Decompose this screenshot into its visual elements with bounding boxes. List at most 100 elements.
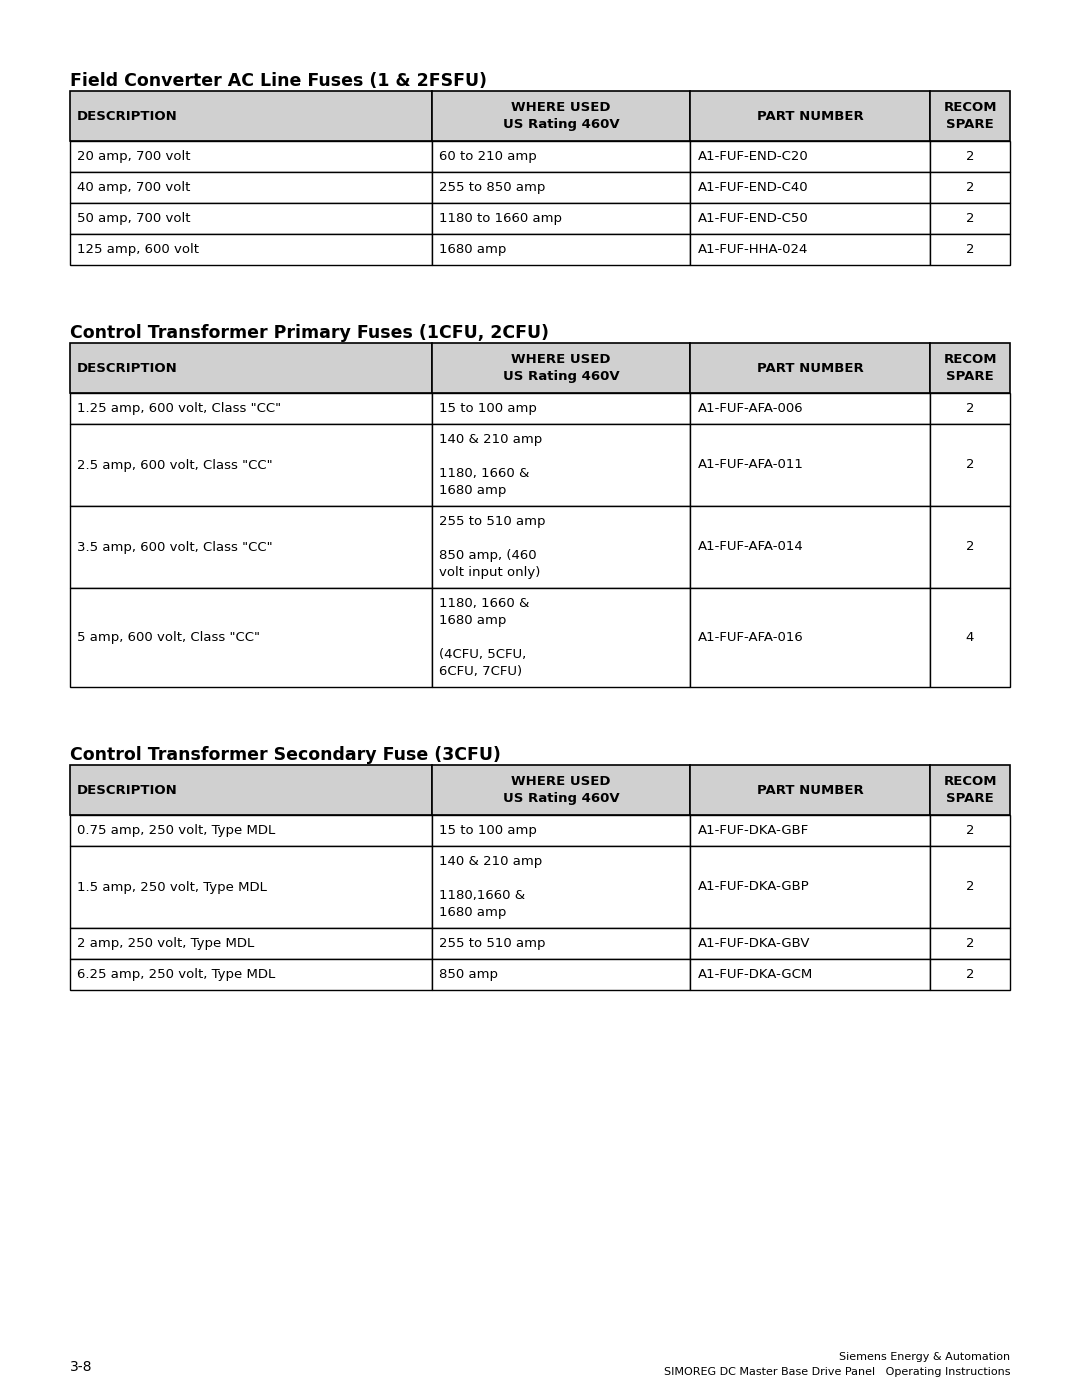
Bar [70, 814, 432, 847]
Text: 2: 2 [966, 149, 974, 163]
Text: PART NUMBER: PART NUMBER [757, 109, 864, 123]
Text: 3-8: 3-8 [70, 1361, 93, 1375]
Bar [690, 847, 930, 928]
Bar [930, 393, 1010, 425]
Bar [432, 235, 690, 265]
Text: 2: 2 [966, 824, 974, 837]
Text: PART NUMBER: PART NUMBER [757, 362, 864, 374]
Bar [690, 766, 930, 814]
Text: 0.75 amp, 250 volt, Type MDL: 0.75 amp, 250 volt, Type MDL [77, 824, 275, 837]
Text: 60 to 210 amp: 60 to 210 amp [438, 149, 537, 163]
Bar [70, 766, 432, 814]
Bar [432, 172, 690, 203]
Bar [930, 588, 1010, 687]
Text: A1-FUF-DKA-GBP: A1-FUF-DKA-GBP [698, 880, 809, 894]
Bar [70, 506, 432, 588]
Bar [70, 393, 432, 425]
Text: 1180, 1660 &: 1180, 1660 & [438, 597, 529, 610]
Text: US Rating 460V: US Rating 460V [503, 370, 620, 383]
Text: Siemens Energy & Automation: Siemens Energy & Automation [839, 1352, 1010, 1362]
Text: WHERE USED: WHERE USED [512, 353, 611, 366]
Text: 1180 to 1660 amp: 1180 to 1660 amp [438, 212, 562, 225]
Text: 15 to 100 amp: 15 to 100 amp [438, 402, 537, 415]
Text: 6CFU, 7CFU): 6CFU, 7CFU) [438, 665, 522, 678]
Text: PART NUMBER: PART NUMBER [757, 784, 864, 796]
Text: 2: 2 [966, 243, 974, 256]
Bar [690, 172, 930, 203]
Text: 255 to 510 amp: 255 to 510 amp [438, 937, 545, 950]
Bar [690, 393, 930, 425]
Bar [930, 172, 1010, 203]
Text: A1-FUF-DKA-GBV: A1-FUF-DKA-GBV [698, 937, 810, 950]
Text: 5 amp, 600 volt, Class "CC": 5 amp, 600 volt, Class "CC" [77, 631, 260, 644]
Bar [930, 928, 1010, 958]
Bar [432, 958, 690, 990]
Text: A1-FUF-DKA-GBF: A1-FUF-DKA-GBF [698, 824, 809, 837]
Bar [70, 235, 432, 265]
Text: SPARE: SPARE [946, 117, 994, 131]
Bar [70, 958, 432, 990]
Text: 850 amp, (460: 850 amp, (460 [438, 549, 537, 562]
Bar [70, 141, 432, 172]
Bar [70, 203, 432, 235]
Bar [432, 766, 690, 814]
Text: 255 to 850 amp: 255 to 850 amp [438, 182, 545, 194]
Text: 125 amp, 600 volt: 125 amp, 600 volt [77, 243, 199, 256]
Text: 2: 2 [966, 458, 974, 472]
Bar [432, 928, 690, 958]
Bar [930, 344, 1010, 393]
Bar [690, 344, 930, 393]
Bar [690, 814, 930, 847]
Text: A1-FUF-AFA-014: A1-FUF-AFA-014 [698, 541, 804, 553]
Bar [930, 506, 1010, 588]
Bar [432, 506, 690, 588]
Bar [690, 141, 930, 172]
Bar [690, 203, 930, 235]
Text: DESCRIPTION: DESCRIPTION [77, 784, 178, 796]
Text: 4: 4 [966, 631, 974, 644]
Text: 2: 2 [966, 182, 974, 194]
Bar [432, 588, 690, 687]
Text: 1180,1660 &: 1180,1660 & [438, 888, 525, 902]
Bar [432, 203, 690, 235]
Text: 50 amp, 700 volt: 50 amp, 700 volt [77, 212, 190, 225]
Text: 2: 2 [966, 937, 974, 950]
Text: A1-FUF-AFA-006: A1-FUF-AFA-006 [698, 402, 804, 415]
Text: A1-FUF-DKA-GCM: A1-FUF-DKA-GCM [698, 968, 812, 981]
Bar [70, 425, 432, 506]
Bar [432, 91, 690, 141]
Text: A1-FUF-END-C20: A1-FUF-END-C20 [698, 149, 808, 163]
Text: DESCRIPTION: DESCRIPTION [77, 362, 178, 374]
Bar [432, 814, 690, 847]
Text: A1-FUF-HHA-024: A1-FUF-HHA-024 [698, 243, 808, 256]
Bar [930, 425, 1010, 506]
Bar [432, 393, 690, 425]
Text: RECOM: RECOM [943, 101, 997, 115]
Bar [930, 847, 1010, 928]
Text: A1-FUF-AFA-011: A1-FUF-AFA-011 [698, 458, 804, 472]
Text: SIMOREG DC Master Base Drive Panel   Operating Instructions: SIMOREG DC Master Base Drive Panel Opera… [663, 1368, 1010, 1377]
Text: 1.25 amp, 600 volt, Class "CC": 1.25 amp, 600 volt, Class "CC" [77, 402, 281, 415]
Text: US Rating 460V: US Rating 460V [503, 792, 620, 805]
Text: 1680 amp: 1680 amp [438, 483, 507, 497]
Text: RECOM: RECOM [943, 353, 997, 366]
Text: 850 amp: 850 amp [438, 968, 498, 981]
Text: 1680 amp: 1680 amp [438, 615, 507, 627]
Text: US Rating 460V: US Rating 460V [503, 117, 620, 131]
Text: SPARE: SPARE [946, 370, 994, 383]
Bar [690, 506, 930, 588]
Text: 2: 2 [966, 880, 974, 894]
Bar [930, 141, 1010, 172]
Text: volt input only): volt input only) [438, 566, 540, 578]
Text: Field Converter AC Line Fuses (1 & 2FSFU): Field Converter AC Line Fuses (1 & 2FSFU… [70, 71, 487, 89]
Text: 2: 2 [966, 402, 974, 415]
Bar [690, 91, 930, 141]
Text: Control Transformer Secondary Fuse (3CFU): Control Transformer Secondary Fuse (3CFU… [70, 746, 501, 764]
Bar [690, 928, 930, 958]
Text: DESCRIPTION: DESCRIPTION [77, 109, 178, 123]
Text: 6.25 amp, 250 volt, Type MDL: 6.25 amp, 250 volt, Type MDL [77, 968, 275, 981]
Bar [930, 203, 1010, 235]
Text: 1.5 amp, 250 volt, Type MDL: 1.5 amp, 250 volt, Type MDL [77, 880, 267, 894]
Text: Control Transformer Primary Fuses (1CFU, 2CFU): Control Transformer Primary Fuses (1CFU,… [70, 324, 549, 342]
Bar [432, 141, 690, 172]
